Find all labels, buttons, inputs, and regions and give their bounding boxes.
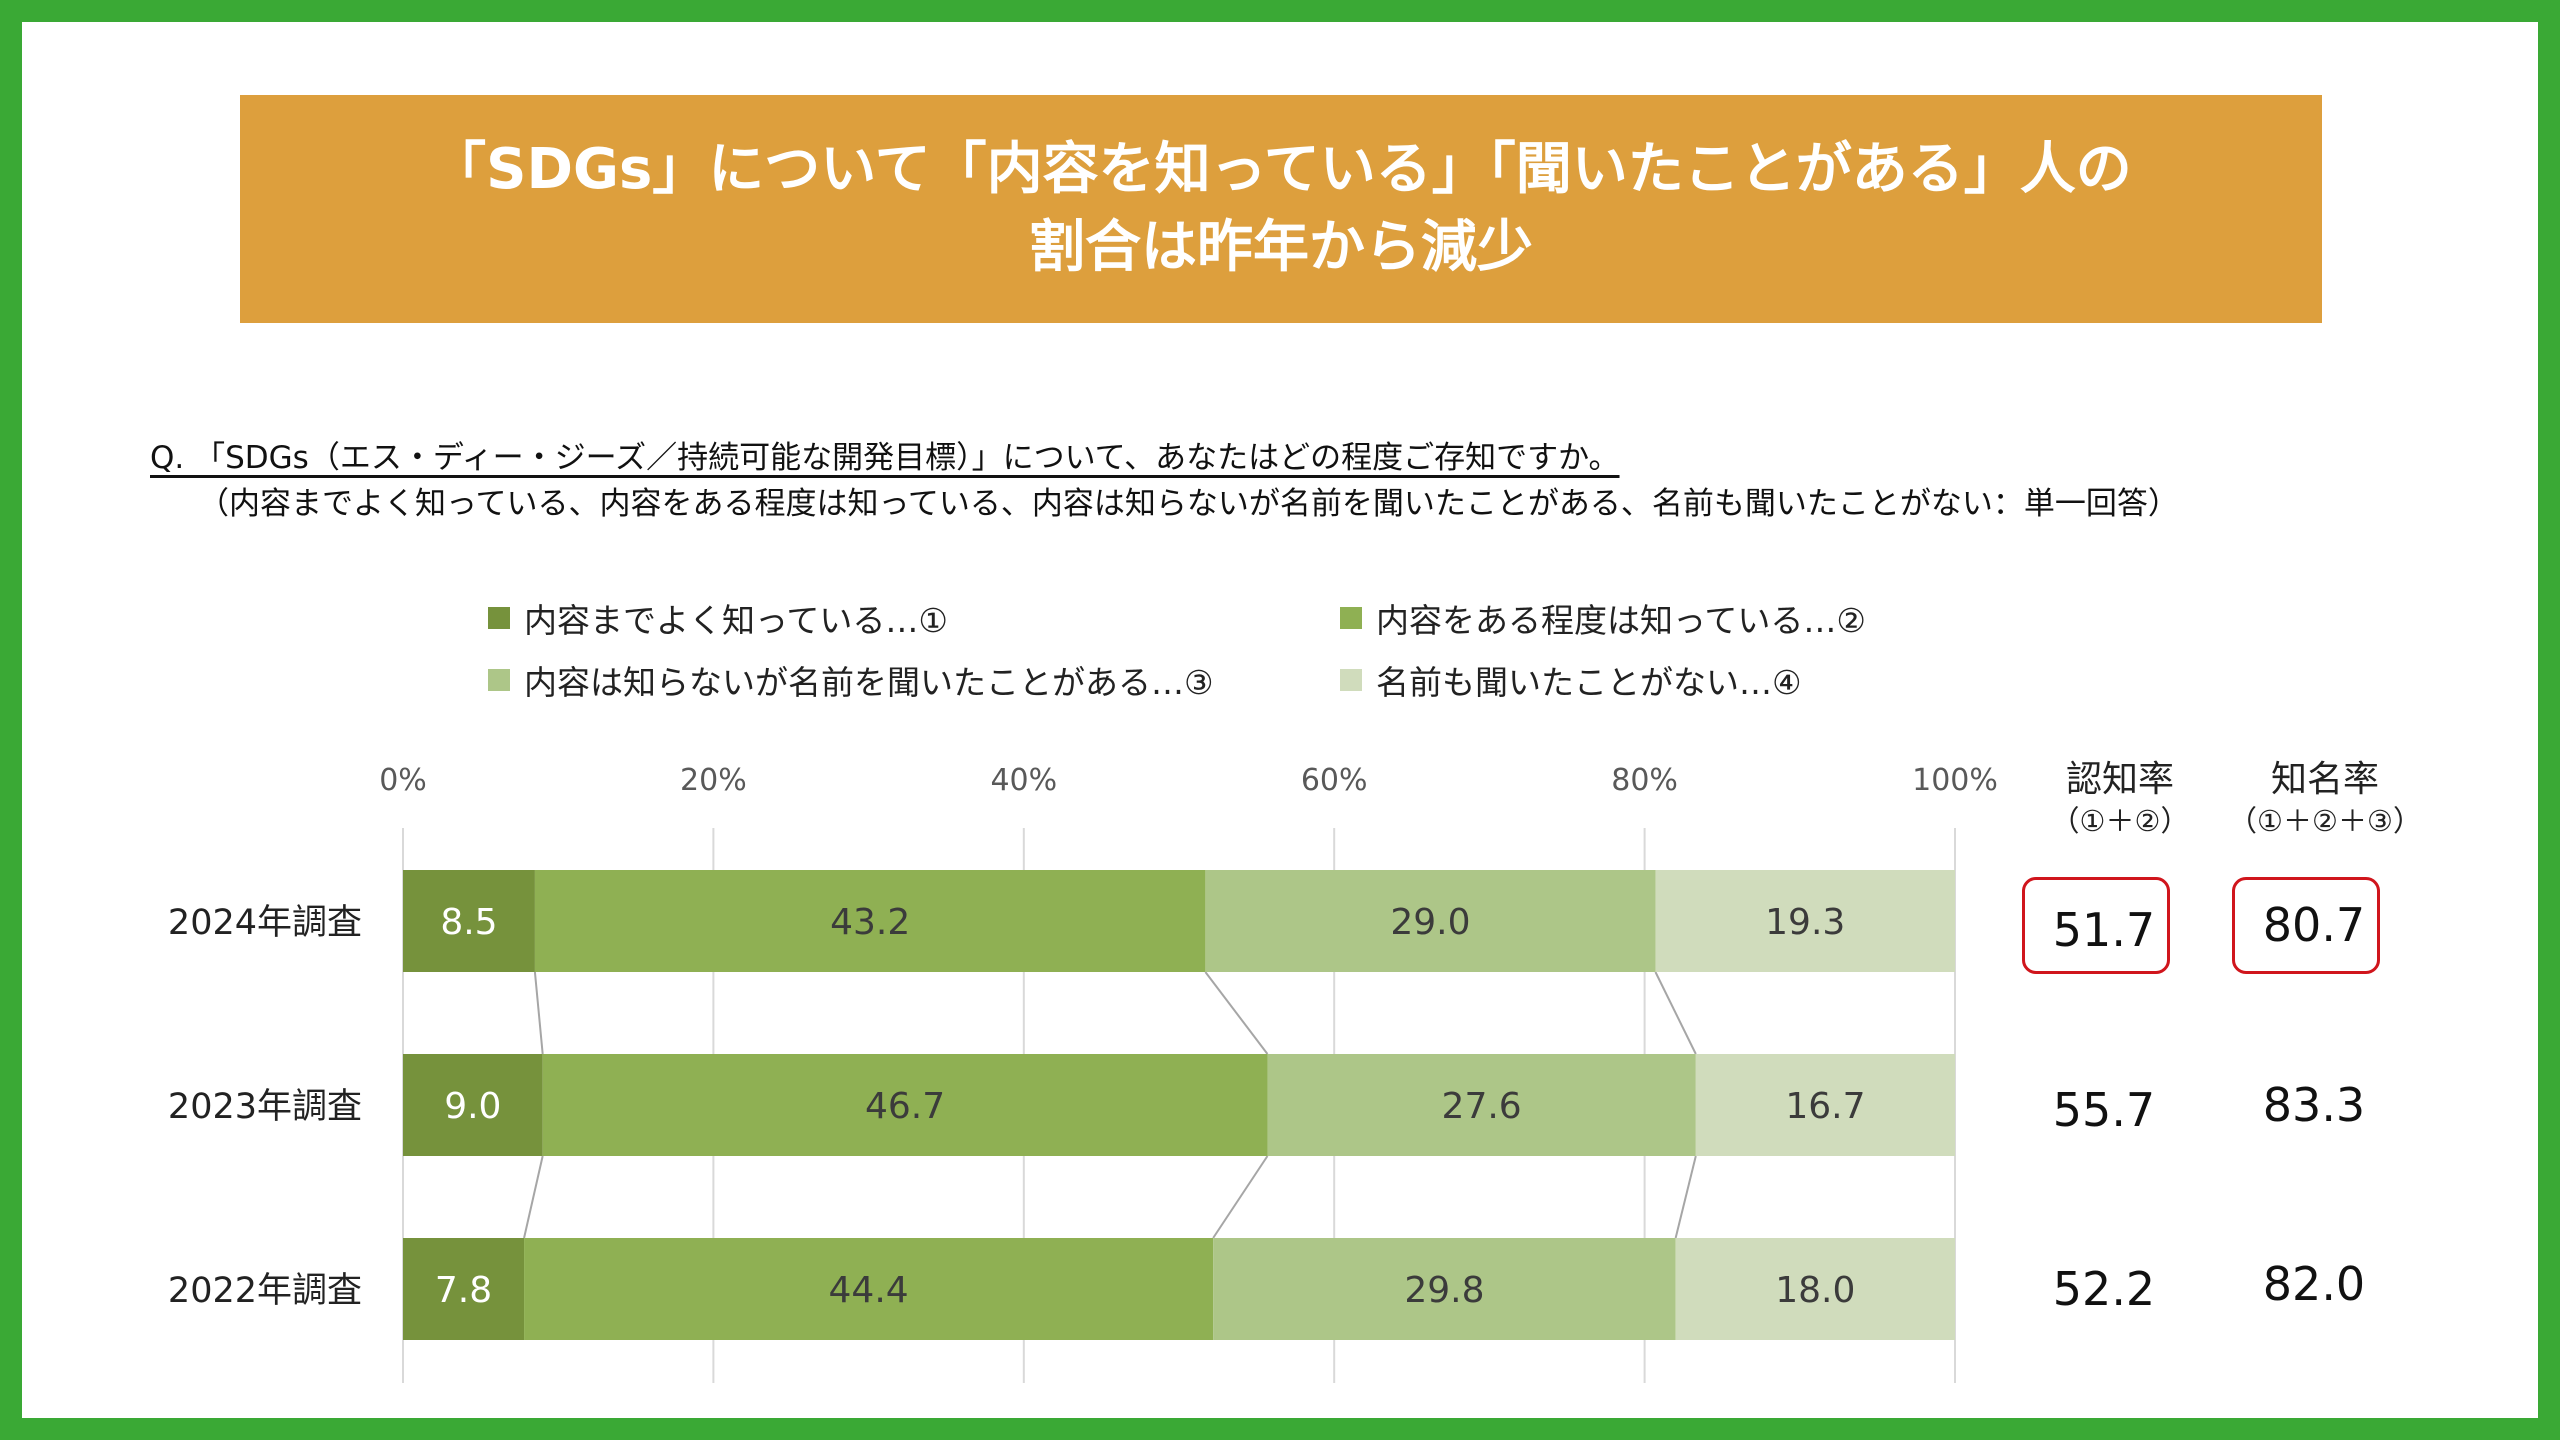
legend-label-4: 名前も聞いたことがない…④ <box>1376 663 1802 702</box>
data-label-1-3: 16.7 <box>1785 1086 1865 1127</box>
x-tick-label-3: 60% <box>1301 763 1368 798</box>
legend-item-1: 内容までよく知っている…① <box>488 594 948 642</box>
awareness-highlight-box <box>2022 877 2170 974</box>
series-line-1-0 <box>523 1155 544 1239</box>
awareness-value-2023: 55.7 <box>2052 1083 2156 1137</box>
x-tick-label-4: 80% <box>1611 763 1678 798</box>
legend-label-3: 内容は知らないが名前を聞いたことがある…③ <box>524 663 1214 702</box>
series-line-1-2 <box>1674 1155 1697 1239</box>
bar-2-2 <box>1213 1238 1676 1340</box>
legend-swatch-2 <box>1340 607 1362 629</box>
title-line-2: 割合は昨年から減少 <box>1029 215 1533 280</box>
bar-0-1 <box>534 870 1206 972</box>
recognition-highlight-box <box>2232 877 2380 974</box>
series-line-0-1 <box>1204 971 1269 1055</box>
bar-1-0 <box>403 1054 543 1156</box>
legend-item-4: 名前も聞いたことがない…④ <box>1340 656 1802 704</box>
awareness-title: 認知率 <box>2065 759 2174 800</box>
data-label-2-1: 44.4 <box>829 1270 909 1311</box>
data-label-0-1: 43.2 <box>830 902 910 943</box>
series-line-0-2 <box>1654 971 1697 1055</box>
bar-0-3 <box>1655 870 1955 972</box>
category-label-1: 2023年調査 <box>168 1087 362 1127</box>
x-tick-label-5: 100% <box>1912 763 1998 798</box>
awareness-subtitle: （①＋②） <box>2050 804 2190 838</box>
legend-item-2: 内容をある程度は知っている…② <box>1340 594 1866 642</box>
data-label-2-3: 18.0 <box>1775 1270 1855 1311</box>
question-text: Q. 「SDGs（エス・ディー・ジーズ／持続可能な開発目標）」について、あなたは… <box>150 440 1620 476</box>
recognition-header: 知名率 （①＋②＋③） <box>2215 758 2435 840</box>
recognition-title: 知名率 <box>2270 759 2379 800</box>
recognition-subtitle: （①＋②＋③） <box>2228 804 2422 838</box>
data-label-1-2: 27.6 <box>1442 1086 1522 1127</box>
awareness-header: 認知率 （①＋②） <box>2030 758 2210 840</box>
bar-2-1 <box>524 1238 1214 1340</box>
data-label-0-2: 29.0 <box>1390 902 1470 943</box>
awareness-value-2024: 51.7 <box>2052 903 2156 957</box>
bar-1-1 <box>542 1054 1268 1156</box>
bar-0-0 <box>403 870 535 972</box>
bar-1-2 <box>1267 1054 1696 1156</box>
legend-swatch-1 <box>488 607 510 629</box>
bar-2-3 <box>1675 1238 1955 1340</box>
x-tick-label-2: 40% <box>990 763 1057 798</box>
title-banner: 「SDGs」について「内容を知っている」「聞いたことがある」人の 割合は昨年から… <box>240 95 2322 323</box>
x-tick-label-1: 20% <box>680 763 747 798</box>
question-options: （内容までよく知っている、内容をある程度は知っている、内容は知らないが名前を聞い… <box>198 486 2179 522</box>
series-line-1-1 <box>1212 1155 1269 1239</box>
legend-swatch-3 <box>488 669 510 691</box>
legend-item-3: 内容は知らないが名前を聞いたことがある…③ <box>488 656 1214 704</box>
data-label-0-3: 19.3 <box>1765 902 1845 943</box>
recognition-value-2022: 82.0 <box>2262 1257 2366 1311</box>
awareness-value-2022: 52.2 <box>2052 1262 2156 1316</box>
bar-2-0 <box>403 1238 525 1340</box>
data-label-0-0: 8.5 <box>440 902 497 943</box>
recognition-value-2024: 80.7 <box>2262 898 2366 952</box>
bar-1-3 <box>1695 1054 1955 1156</box>
legend-label-2: 内容をある程度は知っている…② <box>1376 601 1866 640</box>
bar-0-2 <box>1205 870 1656 972</box>
recognition-value-2023: 83.3 <box>2262 1078 2366 1132</box>
data-label-2-0: 7.8 <box>435 1270 492 1311</box>
series-line-0-0 <box>533 971 544 1055</box>
legend-label-1: 内容までよく知っている…① <box>524 601 948 640</box>
data-label-1-0: 9.0 <box>444 1086 501 1127</box>
category-label-2: 2022年調査 <box>168 1271 362 1311</box>
title-line-1: 「SDGs」について「内容を知っている」「聞いたことがある」人の <box>430 137 2132 202</box>
data-label-1-1: 46.7 <box>865 1086 945 1127</box>
category-label-0: 2024年調査 <box>168 903 362 943</box>
legend-swatch-4 <box>1340 669 1362 691</box>
data-label-2-2: 29.8 <box>1404 1270 1484 1311</box>
x-tick-label-0: 0% <box>379 763 427 798</box>
